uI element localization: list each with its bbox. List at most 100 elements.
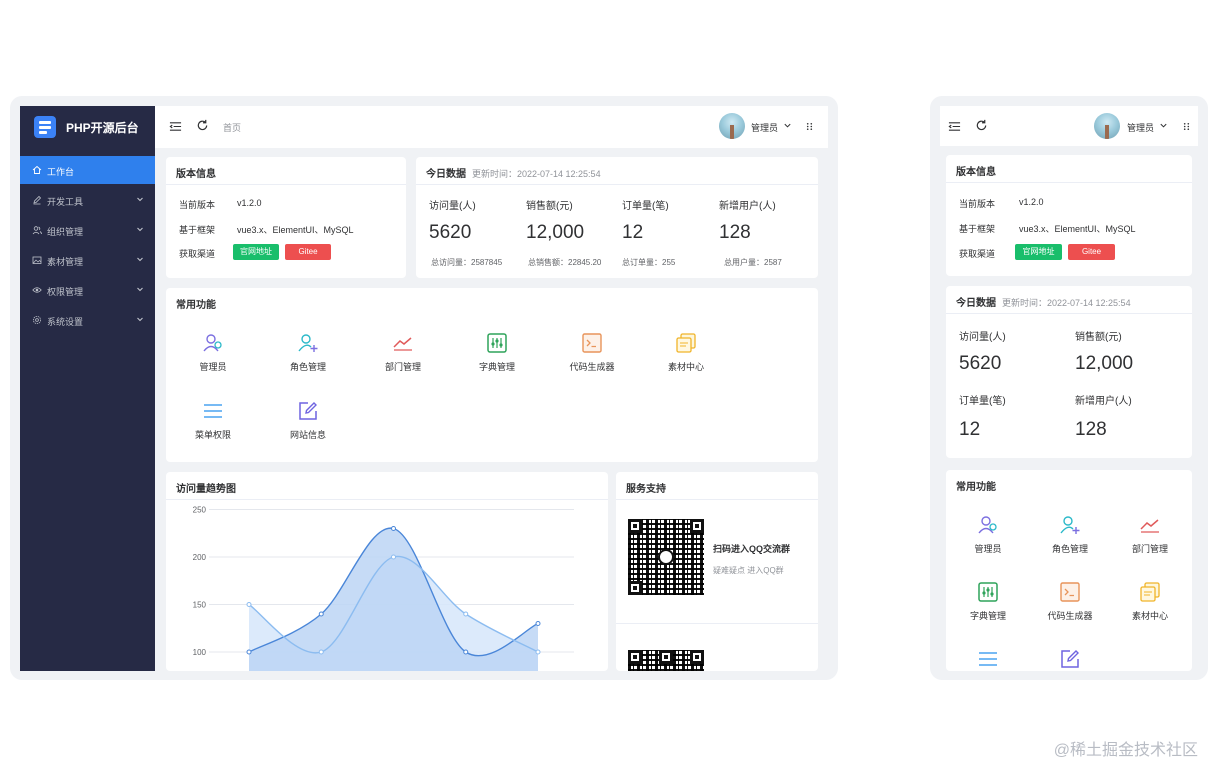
card-title: 常用功能 [176, 300, 216, 311]
shortcut-label: 素材中心 [667, 362, 704, 372]
shortcut-label: 代码生成器 [569, 362, 615, 372]
user-name[interactable]: 管理员 [751, 123, 779, 133]
data-point [391, 554, 396, 560]
sidebar-item-label: 权限管理 [47, 287, 84, 297]
breadcrumb[interactable]: 首页 [223, 123, 242, 133]
shortcut-label: 代码生成器 [1047, 611, 1093, 621]
refresh-icon[interactable] [975, 119, 988, 132]
y-tick-label: 100 [193, 648, 207, 657]
edit-icon [299, 402, 317, 420]
orders-value: 12 [959, 419, 981, 440]
sidebar-item-label: 开发工具 [47, 197, 84, 207]
role-icon [298, 334, 318, 352]
shortcut-dictionary[interactable]: 字典管理 [457, 332, 537, 373]
series-area-0 [249, 528, 538, 671]
shortcut-departments[interactable]: 部门管理 [363, 332, 443, 373]
chevron-down-icon [137, 197, 143, 202]
home-icon [32, 165, 42, 174]
data-point [535, 649, 541, 655]
shortcut-label: 管理员 [199, 362, 227, 372]
new-users-label: 新增用户(人) [1075, 396, 1132, 407]
chevron-down-icon [137, 227, 143, 232]
shortcut-materials[interactable]: 素材中心 [1110, 581, 1190, 622]
sidebar-item-dev-tools[interactable]: 开发工具 [20, 186, 155, 214]
channel-label: 获取渠道 [179, 249, 216, 259]
data-point [246, 602, 252, 607]
sales-value: 12,000 [1075, 353, 1134, 374]
dictionary-icon [487, 333, 507, 353]
edit-icon[interactable] [1059, 648, 1081, 670]
card-title: 服务支持 [626, 484, 666, 495]
shortcut-site-info[interactable]: 网站信息 [268, 400, 348, 441]
admin-user-icon [978, 516, 997, 534]
logo-icon [34, 116, 56, 138]
menu-lines-icon[interactable] [977, 648, 999, 670]
menu-lines-icon [204, 404, 222, 418]
terminal-icon [1060, 582, 1080, 602]
gitee-button[interactable]: Gitee [285, 244, 331, 260]
trend-chart: 250 200 150 100 [193, 506, 574, 671]
today-data-card: 今日数据 更新时间：2022-07-14 12:25:54 访问量(人) 5620… [416, 157, 818, 278]
qq-group-qr-code[interactable] [628, 519, 704, 595]
shortcut-code-generator[interactable]: 代码生成器 [1030, 581, 1110, 622]
shortcut-label: 部门管理 [1131, 544, 1168, 554]
shortcut-dictionary[interactable]: 字典管理 [948, 581, 1028, 622]
shortcut-materials[interactable]: 素材中心 [646, 332, 726, 373]
shortcut-label: 管理员 [974, 544, 1002, 554]
app-title: PHP开源后台 [66, 121, 139, 135]
collapse-menu-icon[interactable] [169, 120, 182, 133]
update-time: 更新时间：2022-07-14 12:25:54 [472, 169, 601, 179]
official-site-button[interactable]: 官网地址 [233, 244, 279, 260]
shortcut-label: 角色管理 [289, 362, 326, 372]
chevron-down-icon[interactable] [1159, 121, 1168, 130]
sidebar-item-workbench[interactable]: 工作台 [20, 156, 155, 184]
data-point [391, 526, 396, 531]
chevron-down-icon[interactable] [783, 121, 792, 130]
shortcut-roles[interactable]: 角色管理 [268, 332, 348, 373]
shortcut-roles[interactable]: 角色管理 [1030, 514, 1110, 555]
y-tick-label: 150 [193, 601, 207, 610]
image-icon [32, 256, 42, 264]
shortcut-admin[interactable]: 管理员 [948, 514, 1028, 555]
visits-total: 总访问量：2587845 [431, 258, 503, 267]
shortcut-admin[interactable]: 管理员 [173, 332, 253, 373]
shortcut-label: 素材中心 [1131, 611, 1168, 621]
version-info-card: 版本信息 当前版本 v1.2.0 基于框架 vue3.x、ElementUI、M… [166, 157, 406, 278]
data-point [463, 649, 469, 655]
data-point [535, 621, 541, 626]
second-qr-code[interactable] [628, 650, 704, 671]
more-dots-icon[interactable] [805, 122, 814, 131]
framework-label: 基于框架 [959, 224, 996, 234]
refresh-icon[interactable] [196, 119, 209, 132]
sidebar-item-system-settings[interactable]: 系统设置 [20, 306, 155, 334]
eye-icon [32, 287, 42, 293]
watermark: @稀土掘金技术社区 [1053, 742, 1198, 759]
channel-label: 获取渠道 [959, 249, 996, 259]
card-title: 今日数据 更新时间：2022-07-14 12:25:54 [426, 165, 601, 180]
official-site-button[interactable]: 官网地址 [1015, 244, 1062, 260]
sidebar-item-materials[interactable]: 素材管理 [20, 246, 155, 274]
avatar[interactable] [1094, 113, 1120, 139]
more-dots-icon[interactable] [1182, 122, 1191, 131]
shortcut-menu-permissions[interactable]: 菜单权限 [173, 400, 253, 441]
user-name[interactable]: 管理员 [1127, 123, 1155, 133]
data-point [246, 649, 252, 655]
dictionary-icon [978, 582, 998, 602]
new-users-value: 128 [1075, 419, 1107, 440]
shortcut-departments[interactable]: 部门管理 [1110, 514, 1190, 555]
new-users-value: 128 [719, 222, 751, 243]
new-users-label: 新增用户(人) [719, 201, 776, 212]
sidebar-item-permissions[interactable]: 权限管理 [20, 276, 155, 304]
collapse-menu-icon[interactable] [948, 120, 961, 133]
card-title: 今日数据 更新时间：2022-07-14 12:25:54 [956, 294, 1131, 309]
sidebar-item-organization[interactable]: 组织管理 [20, 216, 155, 244]
shortcut-code-generator[interactable]: 代码生成器 [552, 332, 632, 373]
orders-label: 订单量(笔) [622, 201, 669, 212]
shortcut-label: 字典管理 [969, 611, 1006, 621]
sidebar-item-label: 素材管理 [47, 257, 84, 267]
today-title: 今日数据 [956, 298, 996, 309]
gitee-button[interactable]: Gitee [1068, 244, 1115, 260]
mobile-common-functions-card: 常用功能 管理员 角色管理 部门管理 字典管理 代码生成器 素材中心 [946, 470, 1192, 671]
avatar[interactable] [719, 113, 745, 139]
data-point [318, 649, 324, 655]
